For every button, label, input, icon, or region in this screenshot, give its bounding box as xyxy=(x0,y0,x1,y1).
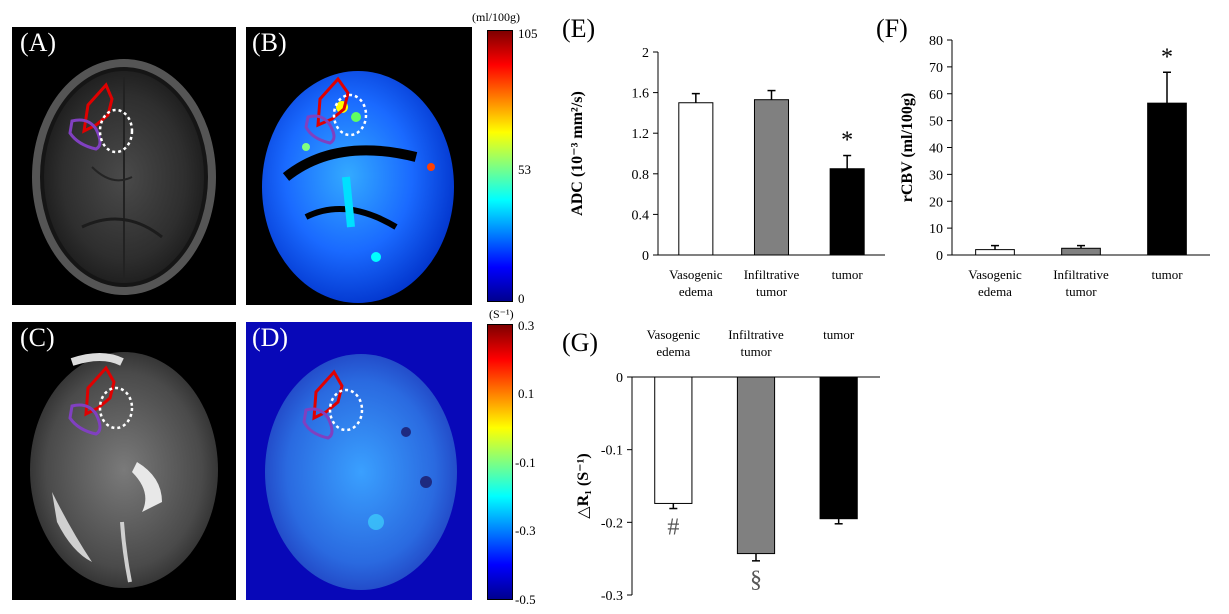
roi-purple xyxy=(68,403,102,436)
mri-panel-b xyxy=(246,27,472,305)
panel-label-b: (B) xyxy=(252,28,287,57)
bar xyxy=(736,376,776,555)
significance-marker: # xyxy=(667,515,679,541)
y-tick-label: 20 xyxy=(929,195,943,210)
chart-delta-r1: 0 -0.1 -0.2 -0.3 △R₁ (S⁻¹) Vasogenic edema # Inf… xyxy=(575,327,880,604)
mri-panel-a xyxy=(12,27,236,305)
roi-white-dotted xyxy=(98,386,134,430)
bar xyxy=(1061,247,1101,256)
roi-purple xyxy=(304,114,336,145)
y-axis-label: △R₁ (S⁻¹) xyxy=(575,453,592,518)
colorbar-bottom-tick: 0.1 xyxy=(518,386,535,401)
category-label: Infiltrative xyxy=(1053,267,1109,282)
category-label: Vasogenic xyxy=(669,267,723,282)
colorbar-top-tick: 105 xyxy=(518,26,538,41)
roi-white-dotted xyxy=(98,108,134,154)
category-label: edema xyxy=(978,284,1012,299)
category-label: tumor xyxy=(1151,267,1183,282)
y-tick-label: 80 xyxy=(929,34,943,49)
roi-white-dotted xyxy=(328,388,364,432)
category-label: Infiltrative xyxy=(744,267,800,282)
y-axis-label: rCBV (ml/100g) xyxy=(899,93,916,202)
category-label: tumor xyxy=(756,284,788,299)
y-tick-label: 0.4 xyxy=(632,208,650,223)
y-tick-label: 2 xyxy=(642,46,649,61)
y-tick-label: 50 xyxy=(929,115,943,130)
roi-purple xyxy=(68,118,102,151)
category-label: tumor xyxy=(823,327,855,342)
roi-red xyxy=(84,365,116,417)
colorbar-top-tick: 0 xyxy=(518,291,525,306)
category-label: tumor xyxy=(832,267,864,282)
bar xyxy=(753,99,790,256)
y-tick-label: 70 xyxy=(929,61,943,76)
bar xyxy=(819,376,858,520)
category-label: edema xyxy=(679,284,713,299)
significance-marker: § xyxy=(750,567,762,593)
panel-label-e: (E) xyxy=(562,14,596,43)
category-label: Vasogenic xyxy=(968,267,1022,282)
roi-red xyxy=(82,82,114,134)
mri-image-b xyxy=(262,71,454,303)
mri-panel-d xyxy=(246,322,472,600)
panel-label-c: (C) xyxy=(20,323,55,352)
roi-purple xyxy=(302,407,334,440)
mri-panel-c xyxy=(12,322,236,600)
mri-image-c xyxy=(30,352,218,588)
significance-marker: * xyxy=(1161,44,1173,70)
colorbar-bottom-unit: (S⁻¹) xyxy=(489,307,514,321)
roi-red xyxy=(312,369,344,421)
mri-image-a xyxy=(32,59,216,295)
roi-white-dotted xyxy=(332,93,368,137)
panel-label-g: (G) xyxy=(562,328,599,357)
bar xyxy=(975,249,1015,256)
colorbar-top-tick: 53 xyxy=(518,162,531,177)
panel-label-d: (D) xyxy=(252,323,289,352)
y-tick-label: 1.2 xyxy=(632,127,650,142)
colorbar-bottom-tick: -0.3 xyxy=(515,523,536,538)
y-tick-label: -0.1 xyxy=(601,444,623,459)
mri-image-d xyxy=(265,354,457,590)
y-tick-label: 1.6 xyxy=(632,87,650,102)
roi-red xyxy=(316,76,350,128)
bar xyxy=(678,102,714,256)
y-tick-label: 0 xyxy=(616,371,623,386)
colorbar-bottom-tick: 0.3 xyxy=(518,318,535,333)
colorbar-bottom-tick: -0.1 xyxy=(515,455,536,470)
y-tick-label: -0.3 xyxy=(601,589,623,604)
bar xyxy=(1147,102,1187,256)
category-label: edema xyxy=(656,344,690,359)
category-label: Infiltrative xyxy=(728,327,784,342)
category-label: tumor xyxy=(740,344,772,359)
colorbar-bottom-tick: -0.5 xyxy=(515,592,536,607)
brain xyxy=(262,71,454,303)
category-label: tumor xyxy=(1065,284,1097,299)
panel-label-f: (F) xyxy=(876,14,908,43)
brain xyxy=(30,352,218,588)
bar xyxy=(654,376,693,504)
category-label: Vasogenic xyxy=(647,327,701,342)
colorbar-bottom xyxy=(487,324,513,600)
colorbar-top xyxy=(487,30,513,302)
y-tick-label: -0.2 xyxy=(601,516,623,531)
y-tick-label: 0 xyxy=(936,249,943,264)
colorbar-top-unit: (ml/100g) xyxy=(472,10,520,24)
chart-adc: 0 0.4 0.8 1.2 1.6 2 ADC (10⁻³ mm²/s) Vasogenic e… xyxy=(569,46,885,299)
y-axis-label: ADC (10⁻³ mm²/s) xyxy=(569,91,586,216)
chart-rcbv: 0 10 20 30 40 50 60 70 80 rCBV (ml/100g) Vasogenic… xyxy=(899,34,1210,299)
y-tick-label: 10 xyxy=(929,222,943,237)
bar xyxy=(829,168,865,256)
y-tick-label: 40 xyxy=(929,142,943,157)
y-tick-label: 0.8 xyxy=(632,168,650,183)
y-tick-label: 60 xyxy=(929,88,943,103)
brain xyxy=(265,354,457,590)
significance-marker: * xyxy=(841,128,853,154)
y-tick-label: 30 xyxy=(929,168,943,183)
y-tick-label: 0 xyxy=(642,249,649,264)
panel-label-a: (A) xyxy=(20,28,57,57)
